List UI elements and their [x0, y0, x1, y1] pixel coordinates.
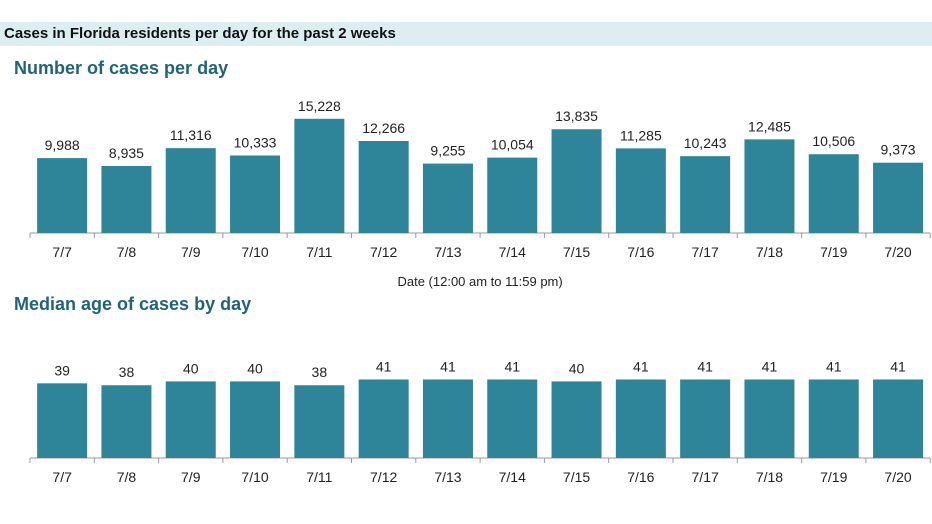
bar: [680, 379, 731, 458]
bar: [37, 383, 88, 458]
x-tick-label: 7/17: [692, 244, 719, 260]
bar: [358, 379, 409, 458]
data-label: 41: [633, 358, 649, 374]
data-label: 41: [762, 358, 778, 374]
bar: [615, 148, 666, 233]
bar: [615, 379, 666, 458]
x-tick-label: 7/13: [434, 469, 461, 485]
data-label: 41: [376, 358, 392, 374]
x-axis-title: Date (12:00 am to 11:59 pm): [397, 274, 562, 289]
data-label: 38: [312, 364, 328, 380]
data-label: 10,506: [812, 133, 855, 149]
cases-chart-title: Number of cases per day: [14, 58, 229, 78]
median-age-chart: 39 7/7 38 7/8 40 7/9 40 7/10 38 7/11 41 7/12 41 7/13 4…: [29, 358, 931, 485]
bar: [294, 385, 345, 458]
bar: [422, 163, 473, 233]
data-label: 41: [440, 358, 456, 374]
bar: [808, 379, 859, 458]
x-tick-label: 7/9: [181, 469, 201, 485]
bar: [165, 381, 216, 458]
bar: [551, 381, 602, 458]
data-label: 12,485: [748, 118, 791, 134]
median-age-chart-title: Median age of cases by day: [14, 294, 252, 314]
x-tick-label: 7/12: [370, 244, 397, 260]
x-tick-label: 7/10: [241, 469, 268, 485]
data-label: 11,316: [170, 127, 212, 143]
x-tick-label: 7/19: [820, 469, 847, 485]
data-label: 41: [697, 358, 713, 374]
data-label: 9,255: [430, 143, 465, 159]
data-label: 41: [504, 358, 520, 374]
x-tick-label: 7/15: [563, 469, 590, 485]
data-label: 8,935: [109, 145, 144, 161]
bar: [873, 162, 924, 233]
bar: [230, 155, 281, 233]
x-tick-label: 7/19: [820, 244, 847, 260]
x-tick-label: 7/11: [306, 244, 332, 260]
x-tick-label: 7/17: [692, 469, 719, 485]
bar: [873, 379, 924, 458]
bar: [165, 148, 216, 233]
data-label: 40: [247, 360, 263, 376]
x-tick-label: 7/8: [117, 469, 137, 485]
bar: [551, 129, 602, 233]
x-tick-label: 7/9: [181, 244, 201, 260]
cases-per-day-chart: 9,988 7/7 8,935 7/8 11,316 7/9 10,333 7/10 15,22…: [29, 98, 931, 289]
bar: [294, 118, 345, 233]
x-tick-label: 7/10: [241, 244, 268, 260]
data-label: 13,835: [555, 108, 598, 124]
bar: [487, 157, 538, 233]
x-tick-label: 7/8: [117, 244, 137, 260]
data-label: 38: [119, 364, 135, 380]
x-tick-label: 7/20: [884, 469, 911, 485]
data-label: 10,243: [684, 135, 727, 151]
bar: [358, 141, 409, 233]
bar: [808, 154, 859, 233]
data-label: 41: [826, 358, 842, 374]
x-tick-label: 7/7: [52, 469, 72, 485]
header-bar: Cases in Florida residents per day for t…: [0, 22, 932, 46]
x-tick-label: 7/13: [434, 244, 461, 260]
data-label: 41: [890, 358, 906, 374]
bar: [487, 379, 538, 458]
x-tick-label: 7/16: [627, 244, 654, 260]
bar: [230, 381, 281, 458]
bar: [680, 156, 731, 233]
data-label: 9,373: [881, 142, 916, 158]
data-label: 12,266: [362, 120, 405, 136]
x-tick-label: 7/14: [499, 469, 526, 485]
x-tick-label: 7/18: [756, 469, 783, 485]
x-tick-label: 7/7: [52, 244, 72, 260]
data-label: 9,988: [45, 137, 80, 153]
bar: [744, 139, 795, 233]
data-label: 10,054: [491, 137, 534, 153]
x-tick-label: 7/16: [627, 469, 654, 485]
data-label: 15,228: [298, 98, 341, 114]
bar: [37, 158, 88, 233]
x-tick-label: 7/15: [563, 244, 590, 260]
data-label: 10,333: [234, 135, 277, 151]
x-tick-label: 7/11: [306, 469, 332, 485]
data-label: 40: [183, 360, 199, 376]
bar: [101, 385, 152, 458]
bar: [101, 165, 152, 233]
data-label: 11,285: [620, 127, 662, 143]
header-title: Cases in Florida residents per day for t…: [4, 25, 396, 42]
x-tick-label: 7/18: [756, 244, 783, 260]
data-label: 39: [54, 362, 70, 378]
x-tick-label: 7/20: [884, 244, 911, 260]
x-tick-label: 7/12: [370, 469, 397, 485]
bar: [422, 379, 473, 458]
bar: [744, 379, 795, 458]
data-label: 40: [569, 360, 585, 376]
x-tick-label: 7/14: [499, 244, 526, 260]
